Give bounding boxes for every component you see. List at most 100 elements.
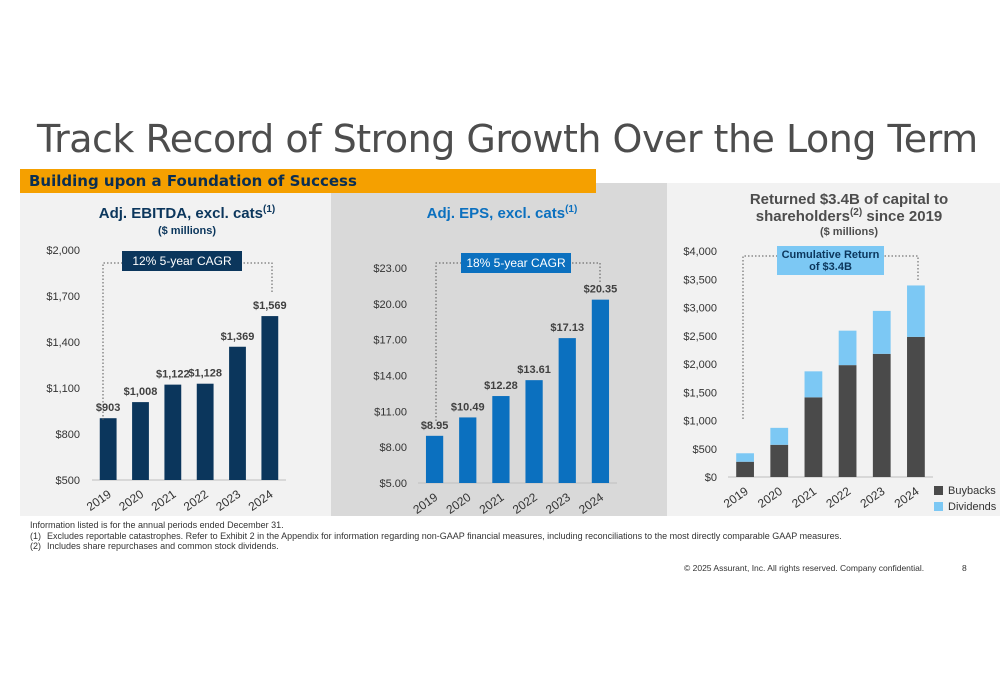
- x-tick-label: 2024: [892, 484, 922, 511]
- y-tick-label: $2,000: [683, 359, 717, 371]
- bar-dividends: [804, 371, 823, 398]
- x-tick-label: 2023: [543, 490, 573, 516]
- x-tick-label: 2020: [755, 484, 785, 511]
- data-label: $1,128: [188, 368, 222, 380]
- x-tick-label: 2019: [84, 487, 114, 514]
- chart-subtitle: ($ millions): [820, 226, 878, 238]
- x-tick-label: 2024: [246, 487, 276, 514]
- page-title: Track Record of Strong Growth Over the L…: [37, 117, 978, 161]
- y-tick-label: $2,500: [683, 331, 717, 343]
- ebitda-chart: Adj. EBITDA, excl. cats(1) ($ millions) $5…: [46, 204, 287, 514]
- data-label: $10.49: [451, 401, 485, 413]
- eps-chart: Adj. EPS, excl. cats(1) $5.00 $8.00 $11.00 $…: [373, 204, 618, 516]
- bar: [558, 338, 576, 483]
- chart-title: Adj. EBITDA, excl. cats(1): [99, 204, 275, 222]
- y-tick-label: $500: [56, 475, 80, 487]
- bar: [229, 346, 246, 480]
- footnote-number: (1): [30, 530, 41, 541]
- bar: [459, 417, 477, 483]
- bar: [132, 402, 149, 480]
- bar: [591, 299, 610, 483]
- footnote-1: (1) Excludes reportable catastrophes. Re…: [30, 531, 860, 542]
- y-tick-label: $1,400: [46, 337, 80, 349]
- bar-buybacks: [907, 336, 925, 477]
- page-number: 8: [962, 563, 967, 573]
- cagr-bracket: [742, 255, 919, 419]
- capital-return-panel: Returned $3.4B of capital to shareholders…: [667, 183, 1000, 516]
- annotation-text: of $3.4B: [809, 261, 852, 273]
- bar-buybacks: [736, 461, 754, 477]
- y-tick-label: $1,500: [683, 387, 717, 399]
- copyright: © 2025 Assurant, Inc. All rights reserve…: [684, 563, 925, 573]
- eps-panel: Adj. EPS, excl. cats(1) $5.00 $8.00 $11.00 $…: [331, 183, 667, 516]
- x-tick-label: 2019: [721, 484, 751, 511]
- annotation-box: [777, 246, 884, 275]
- y-tick-label: $1,700: [46, 291, 80, 303]
- data-label: $1,008: [124, 386, 158, 398]
- bar: [261, 316, 279, 480]
- footnote-2: (2) Includes share repurchases and commo…: [30, 541, 860, 552]
- bar-dividends: [736, 453, 754, 462]
- chart-title: Returned $3.4B of capital to: [750, 191, 948, 208]
- data-label: $903: [96, 402, 120, 414]
- data-label: $13.61: [517, 364, 551, 376]
- y-tick-label: $14.00: [373, 371, 407, 383]
- bar: [196, 383, 214, 480]
- y-tick-label: $500: [693, 444, 717, 456]
- y-tick-label: $17.00: [373, 335, 407, 347]
- y-tick-label: $5.00: [379, 478, 407, 490]
- y-tick-label: $20.00: [373, 299, 407, 311]
- bar: [525, 380, 543, 483]
- x-tick-label: 2020: [116, 487, 146, 514]
- bar: [99, 418, 117, 480]
- x-tick-label: 2021: [149, 487, 179, 514]
- legend-swatch: [934, 486, 943, 495]
- section-banner: Building upon a Foundation of Success: [20, 169, 596, 193]
- x-tick-label: 2024: [576, 490, 606, 516]
- x-tick-label: 2022: [510, 490, 540, 516]
- bar-buybacks: [770, 444, 789, 477]
- bar-buybacks: [804, 397, 823, 477]
- bar-buybacks: [872, 353, 891, 477]
- annotation-text: 12% 5-year CAGR: [132, 254, 232, 268]
- data-label: $1,122: [156, 369, 190, 381]
- footnote-text: Includes share repurchases and common st…: [47, 541, 279, 551]
- bar: [164, 384, 182, 480]
- legend-swatch: [934, 502, 943, 511]
- chart-title: Adj. EPS, excl. cats(1): [427, 204, 578, 222]
- y-tick-label: $1,000: [683, 416, 717, 428]
- legend-label: Dividends: [948, 501, 997, 513]
- x-tick-label: 2023: [213, 487, 243, 514]
- capital-return-chart: Returned $3.4B of capital toshareholders…: [683, 191, 997, 513]
- cagr-bracket: [435, 262, 601, 421]
- annotation-text: Cumulative Return: [782, 249, 880, 261]
- x-tick-label: 2022: [823, 484, 853, 511]
- y-tick-label: $0: [705, 472, 717, 484]
- data-label: $8.95: [421, 420, 449, 432]
- bar: [492, 396, 510, 483]
- annotation-box: [122, 251, 242, 271]
- bar-dividends: [907, 285, 925, 337]
- y-tick-label: $3,000: [683, 303, 717, 315]
- annotation-box: [461, 253, 571, 273]
- y-tick-label: $800: [56, 429, 80, 441]
- chart-title: shareholders(2) since 2019: [756, 207, 943, 225]
- ebitda-panel: Adj. EBITDA, excl. cats(1) ($ millions) $5…: [20, 183, 331, 516]
- chart-subtitle: ($ millions): [158, 225, 216, 237]
- y-tick-label: $4,000: [683, 246, 717, 258]
- x-tick-label: 2021: [789, 484, 819, 511]
- y-tick-label: $8.00: [379, 442, 407, 454]
- footnote-number: (2): [30, 541, 41, 551]
- data-label: $20.35: [584, 284, 618, 296]
- y-tick-label: $11.00: [374, 406, 407, 418]
- annotation-text: 18% 5-year CAGR: [466, 256, 566, 270]
- bar-dividends: [872, 310, 891, 354]
- x-tick-label: 2022: [181, 487, 211, 514]
- x-tick-label: 2023: [858, 484, 888, 511]
- footnotes: Information listed is for the annual per…: [30, 520, 860, 552]
- data-label: $1,569: [253, 300, 287, 312]
- y-tick-label: $3,500: [683, 274, 717, 286]
- footnote-intro: Information listed is for the annual per…: [30, 520, 284, 530]
- y-tick-label: $2,000: [46, 245, 80, 257]
- bar-dividends: [770, 427, 789, 445]
